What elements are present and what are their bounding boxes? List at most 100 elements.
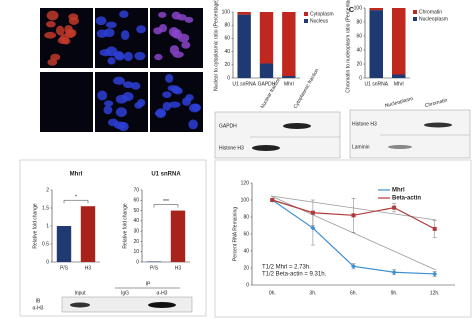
data-point: [270, 198, 275, 202]
y-axis-label: Relative fold change: [122, 203, 128, 249]
bar-segment: [392, 74, 406, 78]
y-tick-label: 50: [133, 208, 139, 214]
annotation: T1/2 Mhrl = 2.73h.: [262, 265, 311, 271]
y-tick-label: 40: [133, 218, 139, 224]
cell-nucleus: [181, 41, 191, 49]
x-tick-label: 12h.: [430, 290, 440, 296]
cell-nucleus: [165, 73, 174, 83]
cell-nucleus: [95, 16, 107, 26]
cell-nucleus: [177, 33, 190, 43]
y-tick-label: 60: [133, 198, 139, 204]
x-tick-label: P/S: [150, 265, 159, 271]
cell-nucleus: [44, 31, 57, 39]
y-tick-label: 0: [136, 259, 139, 265]
blot-column: Input: [74, 290, 86, 296]
cell-nucleus: [50, 53, 61, 61]
bar-segment: [259, 63, 274, 78]
cell-nucleus: [57, 36, 69, 45]
blot-column: α-H3: [157, 290, 168, 296]
blot-row: Laminin: [352, 144, 370, 150]
blot-row: GAPDH: [219, 123, 237, 129]
blot-frame: [61, 296, 193, 313]
blot-column: Nucleoplasm: [384, 96, 413, 109]
cell-nucleus: [45, 21, 56, 28]
cell-nucleus: [155, 108, 166, 119]
y-tick-label: 0.5: [42, 241, 49, 247]
x-tick-label: 3h.: [309, 290, 316, 296]
y-tick-label: 40: [243, 248, 249, 254]
bar: [80, 206, 96, 262]
y-tick-label: 1: [46, 223, 49, 229]
cell-nucleus: [123, 51, 133, 62]
bar-segment: [259, 12, 274, 64]
cell-nucleus: [107, 118, 119, 127]
legend-label: Nucleoplasm: [419, 16, 448, 22]
cell-nucleus: [103, 28, 115, 38]
y-tick-label: 10: [133, 249, 139, 255]
micrograph: [40, 72, 93, 132]
significance-bracket: [153, 204, 179, 208]
bar: [170, 210, 186, 262]
cell-nucleus: [168, 101, 181, 108]
blot-band: [424, 122, 452, 128]
blot-row: Histone H3: [352, 121, 377, 127]
x-tick-label: U1 snRNA: [232, 81, 256, 87]
cell-nucleus: [105, 21, 117, 29]
annotation: T1/2 Beta-actin = 9.31h.: [262, 272, 327, 278]
blot-column: Chromatin: [424, 97, 448, 109]
cell-nucleus: [169, 45, 180, 55]
data-point: [391, 269, 397, 275]
cell-nucleus: [65, 28, 77, 38]
cell-nucleus: [188, 119, 198, 130]
cell-nucleus: [107, 57, 116, 65]
x-tick-label: H3: [175, 265, 182, 271]
y-axis-label: Relative fold change: [32, 203, 38, 249]
x-tick-label: 6h.: [350, 290, 357, 296]
cell-nucleus: [173, 87, 183, 95]
legend-label: Mhrl: [392, 188, 405, 194]
y-tick-label: 80: [224, 23, 230, 29]
data-point: [392, 205, 397, 210]
significance-mark: ***: [163, 199, 169, 205]
blot-column: Cytoplasmic fraction: [293, 67, 321, 109]
cell-nucleus: [119, 10, 129, 18]
significance-mark: *: [75, 195, 77, 201]
y-tick-label: 40: [356, 47, 362, 53]
cell-nucleus: [122, 81, 134, 89]
microscopy-panels: [40, 8, 203, 132]
y-tick-label: 60: [243, 231, 249, 237]
x-tick-label: Mhrl: [284, 81, 294, 87]
cell-nucleus: [68, 16, 80, 25]
bar-segment: [369, 10, 383, 79]
x-tick-label: U1 snRNA: [364, 81, 388, 87]
cell-nucleus: [103, 100, 114, 107]
x-tick-label: 0h.: [269, 290, 276, 296]
panel-label: C: [349, 7, 354, 14]
cell-nucleus: [185, 94, 194, 102]
y-tick-label: 0: [246, 282, 249, 288]
cell-nucleus: [162, 91, 172, 98]
blot-band: [148, 302, 176, 308]
legend-label: Beta-actin: [392, 196, 421, 202]
bar-segment: [282, 12, 296, 77]
cell-nucleus: [99, 49, 112, 57]
cell-nucleus: [114, 52, 125, 61]
y-tick-label: 20: [133, 239, 139, 245]
data-point: [351, 263, 356, 269]
y-tick-label: 100: [222, 9, 231, 15]
legend-label: Nucleus: [310, 18, 329, 24]
y-tick-label: 20: [243, 265, 249, 271]
cell-nucleus: [158, 24, 168, 33]
panel-frame: [214, 159, 472, 318]
blot-frame: [214, 111, 341, 159]
y-tick-label: 0: [227, 75, 230, 81]
x-tick-label: GAPDH: [258, 81, 276, 87]
legend-swatch: [304, 19, 308, 23]
blot-band: [388, 145, 412, 149]
blot-row: IB: [36, 298, 41, 304]
x-tick-label: H3: [85, 265, 92, 271]
chart-title: U1 snRNA: [151, 172, 181, 178]
y-tick-label: 100: [354, 5, 363, 11]
y-tick-label: 0: [359, 75, 362, 81]
cell-nucleus: [46, 10, 59, 21]
